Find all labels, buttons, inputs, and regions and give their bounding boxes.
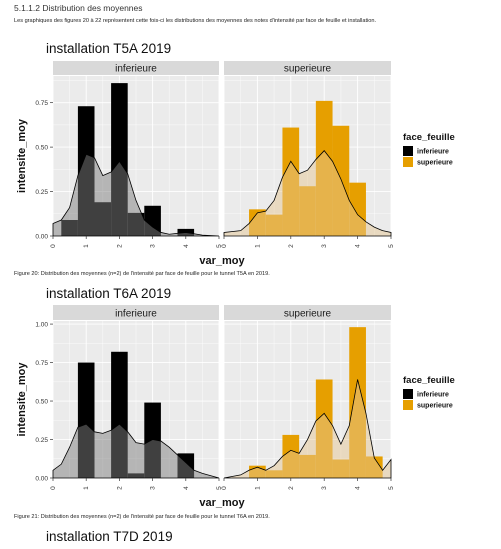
y-tick-label: 0.00: [35, 475, 48, 482]
x-tick-label: 4: [355, 486, 362, 490]
x-tick-label: 5: [388, 244, 395, 248]
x-axis-title: var_moy: [199, 255, 245, 267]
y-tick-label: 1.00: [35, 321, 48, 328]
x-tick-label: 4: [183, 486, 190, 490]
facet-strip: [53, 61, 219, 75]
y-tick-label: 0.50: [35, 144, 48, 151]
legend-key: [403, 389, 413, 399]
legend-label: inferieure: [417, 392, 449, 399]
y-tick-label: 0.75: [35, 100, 48, 107]
x-tick-label: 1: [254, 486, 261, 490]
legend-title: face_feuille: [403, 375, 455, 386]
chart-t6a: inferieure 0 1 2 3 4 5 0.00 0.25 0.50 0.75 1.00 supe…: [16, 305, 455, 509]
y-axis-title: intensite_moy: [16, 362, 28, 437]
y-tick-label: 0.50: [35, 398, 48, 405]
x-tick-label: 5: [388, 486, 395, 490]
section-title: 5.1.1.2 Distribution des moyennes: [14, 3, 143, 13]
legend-key: [403, 157, 413, 167]
facet-label: inferieure: [115, 64, 157, 75]
density-curve: [52, 423, 220, 479]
y-axis-title: intensite_moy: [16, 118, 28, 193]
facet-label: inferieure: [115, 309, 157, 320]
figure-title-t7d: installation T7D 2019: [46, 529, 173, 544]
x-tick-label: 1: [83, 244, 90, 248]
y-tick-label: 0.00: [35, 233, 48, 240]
figure-title-t5a: installation T5A 2019: [46, 41, 172, 56]
x-tick-label: 2: [116, 486, 123, 490]
facet-label: superieure: [284, 64, 332, 75]
facet-strip: [224, 61, 391, 75]
x-tick-label: 2: [288, 486, 295, 490]
x-tick-label: 0: [50, 244, 57, 248]
x-tick-label: 5: [216, 244, 223, 248]
x-tick-label: 2: [288, 244, 295, 248]
x-tick-label: 3: [150, 244, 157, 248]
x-tick-label: 0: [50, 486, 57, 490]
facet-label: superieure: [284, 309, 332, 320]
x-tick-label: 5: [216, 486, 223, 490]
x-tick-label: 3: [150, 486, 157, 490]
figure-caption-21: Figure 21: Distribution des moyennes (n=…: [14, 514, 270, 520]
x-tick-label: 4: [355, 244, 362, 248]
facet-strip: [53, 305, 219, 320]
legend-key: [403, 146, 413, 156]
x-tick-label: 1: [254, 244, 261, 248]
density-curve: [52, 153, 220, 237]
figure-caption-20: Figure 20: Distribution des moyennes (n=…: [14, 271, 270, 277]
x-tick-label: 1: [83, 486, 90, 490]
chart-t5a: inferieure 0 1 2 3 4 5 0.00 0.25 0.50 0.75 superieu…: [16, 61, 455, 267]
legend-key: [403, 400, 413, 410]
legend-label: inferieure: [417, 149, 449, 156]
x-tick-label: 4: [183, 244, 190, 248]
legend-label: superieure: [417, 160, 453, 167]
y-tick-label: 0.75: [35, 360, 48, 367]
y-tick-label: 0.25: [35, 437, 48, 444]
x-tick-label: 3: [321, 486, 328, 490]
density-curve: [223, 379, 392, 479]
x-axis-title: var_moy: [199, 497, 245, 509]
legend-label: superieure: [417, 403, 453, 410]
y-tick-label: 0.25: [35, 189, 48, 196]
x-tick-label: 3: [321, 244, 328, 248]
legend-title: face_feuille: [403, 132, 455, 143]
density-curve: [223, 150, 392, 237]
x-tick-label: 0: [221, 244, 228, 248]
intro-paragraph: Les graphiques des figures 20 à 22 repré…: [14, 18, 377, 24]
x-tick-label: 0: [221, 486, 228, 490]
figure-title-t6a: installation T6A 2019: [46, 286, 172, 301]
facet-strip: [224, 305, 391, 320]
x-tick-label: 2: [116, 244, 123, 248]
